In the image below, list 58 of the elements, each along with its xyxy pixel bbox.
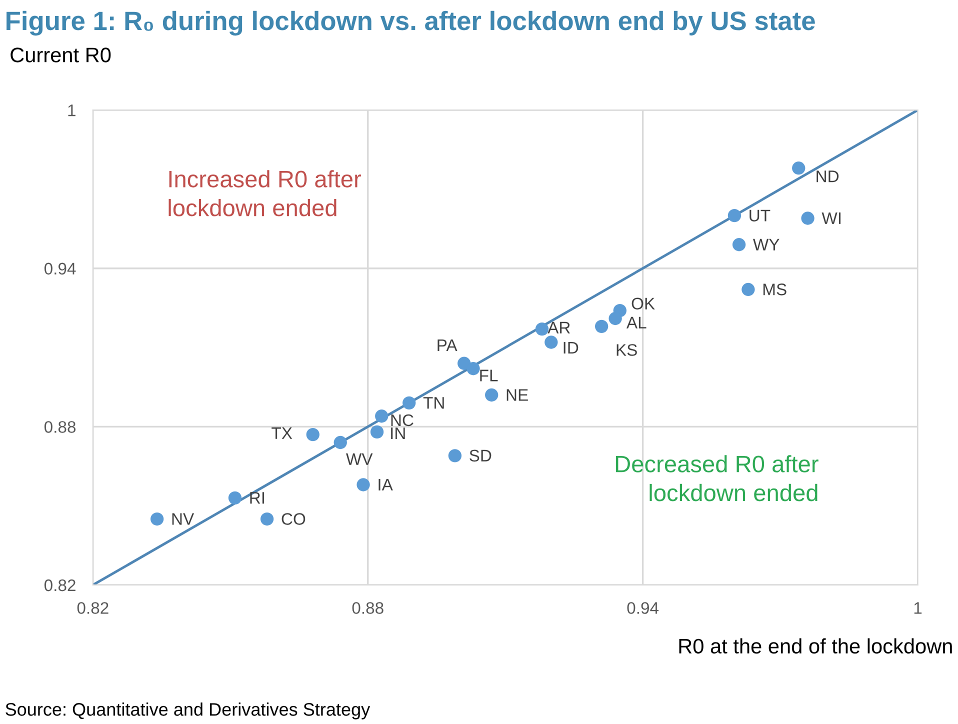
x-tick-label: 0.88 (352, 602, 384, 614)
source-note: Source: Quantitative and Derivatives Strategy (6, 702, 370, 720)
series-label: TN (423, 397, 444, 409)
series-label: WV (346, 453, 373, 465)
series-label: UT (750, 210, 770, 222)
series-label: NE (506, 389, 528, 401)
x-tick-label: 0.94 (627, 602, 659, 614)
series-label: WI (822, 212, 840, 224)
series-label: AL (626, 316, 646, 328)
x-axis-title: R0 at the end of the lockdown (679, 638, 952, 654)
series-label: CO (282, 513, 306, 525)
point (370, 425, 384, 439)
point (742, 282, 755, 296)
point (608, 312, 622, 326)
series-label: ND (816, 170, 839, 182)
point (466, 362, 480, 376)
series-label: TX (272, 427, 292, 439)
series-label: NC (391, 414, 414, 426)
point (544, 336, 558, 349)
point (732, 238, 746, 252)
series-label: MS (763, 284, 786, 296)
point (801, 212, 814, 225)
series-label: NV (172, 513, 194, 525)
y-tick-label: 0.88 (44, 421, 76, 433)
point (728, 209, 742, 222)
series-label: IN (391, 428, 405, 440)
series-label: RI (250, 492, 264, 504)
chart-title: Figure 1: R₀ during lockdown vs. after lockdown end by US state (6, 10, 815, 36)
point (594, 320, 608, 333)
series-label: IA (378, 478, 393, 490)
point (375, 410, 388, 423)
y-axis-title: Current R0 (10, 48, 111, 62)
point (260, 512, 274, 526)
series-label: ID (564, 342, 578, 354)
y-tick-label: 0.94 (44, 262, 76, 275)
point (402, 396, 416, 410)
annotation: Decreased R0 after lockdown ended (616, 455, 818, 502)
point (792, 162, 806, 175)
point (306, 428, 320, 442)
series-label: PA (438, 340, 458, 351)
point (356, 478, 370, 492)
annotation: Increased R0 after lockdown ended (168, 170, 362, 216)
series-label: SD (470, 450, 492, 462)
point (334, 436, 347, 450)
series-label: WY (753, 238, 780, 250)
point (535, 322, 549, 336)
x-tick-label: 1 (914, 602, 922, 614)
series-label: KS (616, 344, 637, 356)
y-tick-label: 0.82 (44, 579, 76, 592)
point (228, 491, 242, 505)
series-label: OK (632, 298, 655, 310)
point (150, 512, 164, 526)
series-label: AR (548, 322, 570, 334)
point (448, 449, 462, 462)
series-label: FL (480, 370, 498, 382)
x-tick-label: 0.82 (77, 602, 108, 614)
y-tick-label: 1 (68, 104, 76, 116)
point (485, 388, 498, 402)
